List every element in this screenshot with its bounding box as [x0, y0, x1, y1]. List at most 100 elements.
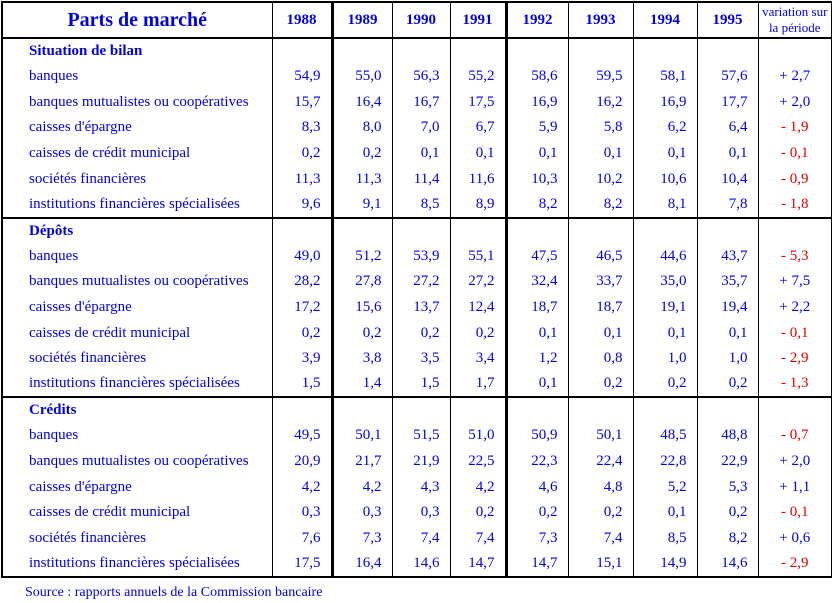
value-cell: 50,1 — [332, 423, 393, 449]
value-cell: 8,5 — [392, 191, 451, 218]
empty-cell — [633, 217, 698, 244]
value-cell: 7,3 — [506, 525, 569, 552]
table-row: institutions financières spécialisées 9,6… — [2, 191, 832, 218]
value-cell: 35,0 — [633, 269, 698, 295]
variation-cell: - 0,1 — [781, 145, 809, 162]
value-cell: 17,7 — [697, 89, 759, 116]
year-header: 1995 — [697, 2, 759, 38]
empty-cell — [450, 217, 508, 244]
value-cell: 7,4 — [392, 525, 451, 552]
empty-cell — [633, 38, 698, 64]
value-cell: 1,5 — [392, 371, 451, 398]
year-header: 1994 — [633, 2, 698, 38]
table-row: sociétés financières 3,9 3,8 3,5 3,4 1,2 0,8 1,… — [2, 345, 832, 372]
value-cell: 49,5 — [272, 423, 334, 449]
value-cell: 53,9 — [392, 243, 451, 270]
value-cell: 8,2 — [506, 191, 569, 218]
empty-cell — [506, 38, 569, 64]
value-cell: 13,7 — [392, 294, 451, 321]
variation-cell: - 0,1 — [781, 324, 809, 341]
value-cell: 5,2 — [633, 474, 698, 500]
value-cell: 0,2 — [697, 371, 759, 398]
section-row: Crédits — [2, 397, 832, 424]
table-row: institutions financières spécialisées 1,5… — [2, 371, 832, 398]
value-cell: 1,2 — [506, 345, 569, 372]
empty-cell — [272, 217, 334, 244]
table-row: institutions financières spécialisées 17,… — [2, 551, 832, 577]
value-cell: 46,5 — [568, 243, 634, 270]
value-cell: 7,0 — [392, 115, 451, 141]
row-label: banques mutualistes ou coopératives — [2, 448, 273, 475]
value-cell: 44,6 — [633, 243, 698, 270]
empty-cell — [332, 397, 393, 424]
value-cell: 0,2 — [392, 320, 451, 346]
variation-cell: + 2,0 — [779, 453, 811, 470]
value-cell: 0,3 — [332, 499, 393, 526]
value-cell: 3,4 — [450, 345, 508, 372]
value-cell: 15,7 — [272, 89, 334, 116]
row-label: sociétés financières — [2, 345, 273, 372]
value-cell: 17,5 — [450, 89, 508, 116]
empty-cell — [697, 217, 759, 244]
empty-cell — [332, 38, 393, 64]
value-cell: 51,2 — [332, 243, 393, 270]
value-cell: 11,3 — [272, 166, 334, 192]
row-label: caisses de crédit municipal — [2, 499, 273, 526]
value-cell: 20,9 — [272, 448, 334, 475]
value-cell: 4,6 — [506, 474, 569, 500]
table-row: banques 54,9 55,0 56,3 55,2 58,6 59,5 58,1 57,6 +… — [2, 64, 832, 90]
value-cell: 4,2 — [332, 474, 393, 500]
value-cell: 50,9 — [506, 423, 569, 449]
value-cell: 11,4 — [392, 166, 451, 192]
row-label: caisses de crédit municipal — [2, 320, 273, 346]
header-row: Parts de marché 1988 1989 1990 1991 1992 1993 1… — [2, 2, 832, 38]
empty-cell — [332, 217, 393, 244]
value-cell: 22,3 — [506, 448, 569, 475]
empty-cell — [392, 217, 451, 244]
empty-cell — [392, 397, 451, 424]
value-cell: 3,8 — [332, 345, 393, 372]
section-row: Dépôts — [2, 217, 832, 244]
row-label: banques mutualistes ou coopératives — [2, 89, 273, 116]
table-row: banques mutualistes ou coopératives 15,7 1… — [2, 89, 832, 116]
row-label: caisses d'épargne — [2, 294, 273, 321]
row-label: institutions financières spécialisées — [2, 191, 273, 218]
value-cell: 14,6 — [697, 551, 759, 577]
value-cell: 59,5 — [568, 64, 634, 90]
value-cell: 7,4 — [568, 525, 634, 552]
value-cell: 18,7 — [506, 294, 569, 321]
variation-cell: - 1,3 — [781, 375, 809, 392]
variation-cell: + 0,6 — [779, 529, 811, 546]
value-cell: 4,2 — [272, 474, 334, 500]
section-title: Crédits — [2, 397, 273, 424]
source-note: Source : rapports annuels de la Commissi… — [25, 584, 323, 600]
value-cell: 15,1 — [568, 551, 634, 577]
empty-cell — [758, 218, 832, 244]
variation-header: variation sur la période — [758, 2, 832, 38]
value-cell: 19,1 — [633, 294, 698, 321]
value-cell: 19,4 — [697, 294, 759, 321]
table-row: sociétés financières 7,6 7,3 7,4 7,4 7,3 7,4 8,… — [2, 525, 832, 552]
value-cell: 18,7 — [568, 294, 634, 321]
empty-cell — [758, 38, 832, 64]
value-cell: 7,8 — [697, 191, 759, 218]
market-share-table: Parts de marché 1988 1989 1990 1991 1992 1993 1… — [1, 1, 832, 578]
value-cell: 22,9 — [697, 448, 759, 475]
empty-cell — [506, 397, 569, 424]
value-cell: 17,5 — [272, 551, 334, 577]
value-cell: 5,3 — [697, 474, 759, 500]
value-cell: 33,7 — [568, 269, 634, 295]
value-cell: 21,7 — [332, 448, 393, 475]
value-cell: 0,1 — [568, 320, 634, 346]
value-cell: 4,8 — [568, 474, 634, 500]
value-cell: 1,7 — [450, 371, 508, 398]
value-cell: 0,2 — [332, 140, 393, 167]
empty-cell — [568, 397, 634, 424]
value-cell: 16,9 — [633, 89, 698, 116]
value-cell: 16,7 — [392, 89, 451, 116]
value-cell: 16,9 — [506, 89, 569, 116]
value-cell: 49,0 — [272, 243, 334, 270]
value-cell: 1,0 — [697, 345, 759, 372]
empty-cell — [450, 38, 508, 64]
row-label: banques — [2, 243, 273, 270]
